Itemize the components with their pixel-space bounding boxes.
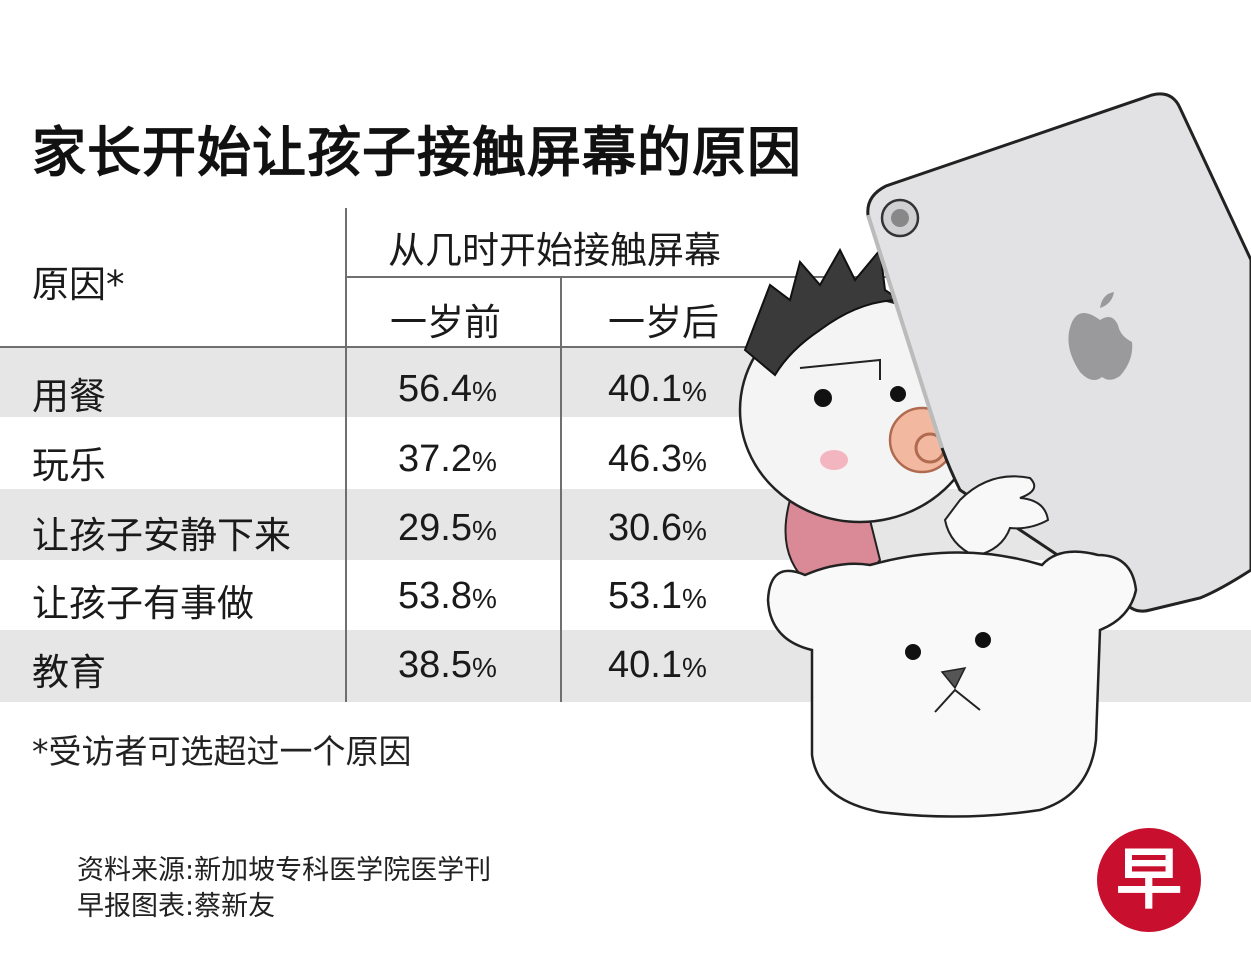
row-value-before: 56.4% (398, 368, 497, 410)
child-eyebrow (799, 358, 881, 380)
row-value-before: 29.5% (398, 507, 497, 549)
apple-logo-icon (1068, 292, 1133, 381)
child-cheek (820, 450, 848, 470)
row-value-after: 46.3% (608, 438, 707, 480)
graphic-credit: 早报图表:蔡新友 (77, 891, 276, 922)
table-header-rule (0, 346, 1251, 348)
row-reason: 教育 (32, 651, 106, 694)
row-reason: 让孩子有事做 (32, 582, 254, 625)
group-header: 从几时开始接触屏幕 (388, 229, 721, 272)
bear-toy (766, 550, 1138, 818)
row-value-before: 38.5% (398, 644, 497, 686)
row-value-after: 30.6% (608, 507, 707, 549)
table-footnote: *受访者可选超过一个原因 (32, 732, 412, 771)
child-eye (890, 386, 906, 402)
row-reason: 用餐 (32, 375, 106, 418)
reason-column-divider (345, 208, 347, 702)
reason-header: 原因* (32, 263, 125, 306)
row-reason: 让孩子安静下来 (32, 514, 291, 557)
source-credit: 资料来源:新加坡专科医学院医学刊 (77, 855, 492, 886)
child-eye (814, 389, 832, 407)
child-hair (743, 247, 904, 377)
tablet-icon (866, 92, 1251, 613)
row-value-after: 40.1% (608, 644, 707, 686)
column-header-after: 一岁后 (608, 301, 719, 344)
row-value-after: 40.1% (608, 368, 707, 410)
column-header-before: 一岁前 (390, 301, 501, 344)
row-value-before: 53.8% (398, 575, 497, 617)
page-title: 家长开始让孩子接触屏幕的原因 (32, 121, 802, 184)
row-reason: 玩乐 (32, 444, 106, 487)
before-after-divider (560, 278, 562, 702)
row-value-after: 53.1% (608, 575, 707, 617)
zaobao-logo: 早 (1097, 828, 1201, 932)
row-value-before: 37.2% (398, 438, 497, 480)
